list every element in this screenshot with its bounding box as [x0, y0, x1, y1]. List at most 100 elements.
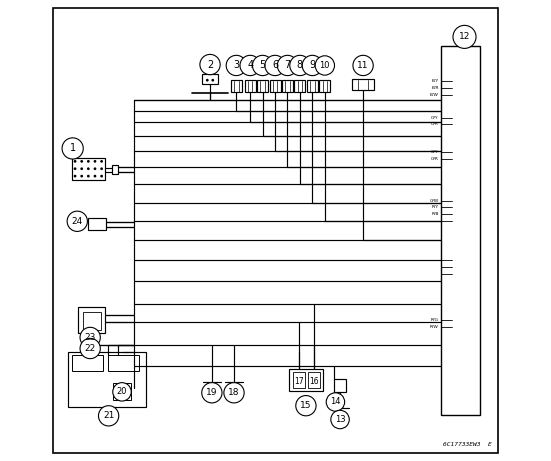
Circle shape — [80, 327, 100, 348]
Circle shape — [265, 55, 285, 76]
Text: 23: 23 — [84, 333, 96, 342]
Bar — [68, 352, 147, 407]
Text: B/R: B/R — [431, 86, 439, 89]
Bar — [231, 80, 242, 92]
Circle shape — [87, 160, 90, 163]
Text: 18: 18 — [228, 388, 240, 397]
Circle shape — [87, 167, 90, 170]
Circle shape — [67, 211, 88, 231]
Text: 1: 1 — [69, 143, 75, 154]
Circle shape — [353, 55, 373, 76]
Text: 13: 13 — [334, 415, 345, 424]
Text: R/Y: R/Y — [431, 206, 439, 209]
Circle shape — [206, 79, 209, 82]
Circle shape — [100, 160, 103, 163]
Circle shape — [94, 160, 96, 163]
Circle shape — [200, 54, 220, 75]
Circle shape — [296, 396, 316, 416]
Text: 4: 4 — [247, 60, 253, 71]
Text: G/W: G/W — [429, 199, 439, 202]
Circle shape — [74, 160, 77, 163]
Text: 8: 8 — [297, 60, 303, 71]
Text: B/W: B/W — [430, 93, 439, 96]
Text: 6C17733EW3  E: 6C17733EW3 E — [444, 442, 492, 447]
Text: 22: 22 — [84, 344, 96, 353]
Bar — [269, 80, 280, 92]
Circle shape — [87, 175, 90, 177]
Bar — [333, 379, 347, 392]
Bar — [113, 383, 131, 400]
Circle shape — [80, 160, 83, 163]
Circle shape — [100, 175, 103, 177]
Circle shape — [240, 55, 260, 76]
Bar — [282, 80, 293, 92]
Bar — [83, 312, 101, 330]
Bar — [307, 80, 318, 92]
Text: O/Y: O/Y — [431, 116, 439, 119]
Bar — [88, 218, 106, 230]
Circle shape — [453, 25, 476, 48]
Circle shape — [302, 55, 322, 76]
Text: 20: 20 — [117, 387, 127, 396]
Circle shape — [62, 138, 83, 159]
Bar — [319, 80, 331, 92]
Circle shape — [315, 56, 334, 75]
Circle shape — [80, 167, 83, 170]
Circle shape — [74, 167, 77, 170]
Bar — [308, 372, 320, 388]
Text: 7: 7 — [284, 60, 290, 71]
Text: G/Y: G/Y — [431, 150, 439, 154]
Text: 3: 3 — [233, 60, 239, 71]
Text: 2: 2 — [207, 59, 213, 70]
Text: 16: 16 — [309, 377, 318, 386]
Bar — [294, 80, 305, 92]
Circle shape — [80, 175, 83, 177]
Circle shape — [99, 406, 119, 426]
Text: 21: 21 — [103, 411, 114, 420]
Text: 15: 15 — [300, 401, 312, 410]
Bar — [441, 46, 480, 415]
Text: 6: 6 — [272, 60, 278, 71]
Circle shape — [212, 79, 214, 82]
Text: 17: 17 — [294, 377, 304, 386]
Bar — [289, 369, 322, 391]
Circle shape — [290, 55, 310, 76]
Circle shape — [100, 167, 103, 170]
Circle shape — [226, 55, 246, 76]
Bar — [112, 165, 118, 174]
Text: 14: 14 — [330, 397, 341, 407]
Text: 11: 11 — [358, 61, 369, 70]
Text: O/R: O/R — [431, 123, 439, 126]
Circle shape — [113, 383, 131, 401]
Text: 5: 5 — [260, 60, 266, 71]
Circle shape — [94, 175, 96, 177]
Circle shape — [331, 410, 349, 429]
Bar — [72, 355, 103, 371]
Bar — [202, 74, 218, 84]
Bar — [107, 355, 139, 371]
Bar — [257, 80, 268, 92]
Circle shape — [94, 167, 96, 170]
Circle shape — [277, 55, 298, 76]
Text: R/W: R/W — [430, 325, 439, 329]
Circle shape — [80, 338, 100, 359]
Bar — [245, 80, 256, 92]
Text: 19: 19 — [206, 388, 218, 397]
Bar — [78, 307, 105, 333]
Text: R/B: R/B — [431, 213, 439, 216]
Text: 9: 9 — [309, 60, 315, 71]
Text: 10: 10 — [320, 61, 330, 70]
Text: G/R: G/R — [431, 157, 439, 161]
Circle shape — [252, 55, 273, 76]
Circle shape — [74, 175, 77, 177]
Bar — [352, 79, 374, 90]
Circle shape — [224, 383, 244, 403]
Bar — [293, 372, 305, 388]
Text: 12: 12 — [459, 32, 470, 41]
Text: B/Y: B/Y — [431, 79, 439, 83]
Bar — [72, 158, 105, 180]
Circle shape — [202, 383, 222, 403]
Text: R/G: R/G — [431, 319, 439, 322]
Text: 24: 24 — [72, 217, 83, 226]
Circle shape — [326, 393, 344, 411]
